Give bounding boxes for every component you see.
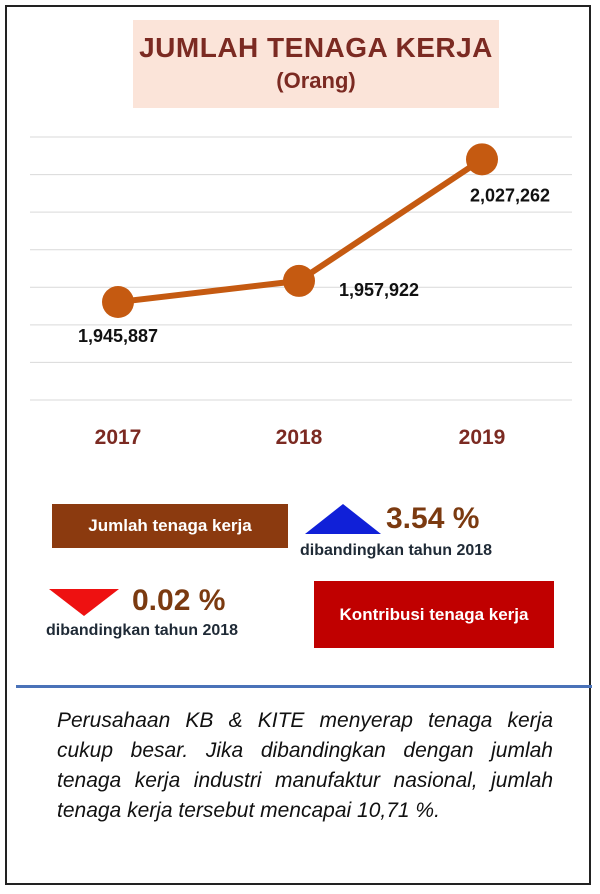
section-divider <box>16 685 592 688</box>
category-label: 2017 <box>95 426 142 449</box>
data-point <box>102 286 134 319</box>
chart-title: JUMLAH TENAGA KERJA <box>139 32 493 63</box>
workforce-change: 3.54 % <box>386 502 480 535</box>
description-text: Perusahaan KB & KITE menyerap tenaga ker… <box>57 709 553 822</box>
data-point <box>283 264 315 297</box>
workforce-label: Jumlah tenaga kerja <box>88 516 252 536</box>
contribution-label-badge: Kontribusi tenaga kerja <box>314 581 554 648</box>
line-chart: 1,945,887 1,957,922 2,027,262 2017 2018 2019 <box>30 136 572 449</box>
data-label: 1,957,922 <box>339 280 419 300</box>
data-label: 2,027,262 <box>470 185 550 205</box>
data-point <box>466 143 498 176</box>
title-box: JUMLAH TENAGA KERJA (Orang) <box>133 20 499 108</box>
contribution-change: 0.02 % <box>132 584 226 617</box>
increase-arrow-icon <box>305 504 381 534</box>
workforce-label-badge: Jumlah tenaga kerja <box>52 504 288 548</box>
contribution-compare: dibandingkan tahun 2018 <box>46 622 239 639</box>
category-label: 2019 <box>459 426 506 449</box>
infographic-frame <box>5 5 591 885</box>
decrease-arrow-icon <box>49 589 119 616</box>
data-label: 1,945,887 <box>78 326 158 346</box>
category-label: 2018 <box>276 426 323 449</box>
contribution-label: Kontribusi tenaga kerja <box>339 604 529 624</box>
workforce-compare: dibandingkan tahun 2018 <box>300 542 493 559</box>
chart-subtitle: (Orang) <box>276 68 356 93</box>
